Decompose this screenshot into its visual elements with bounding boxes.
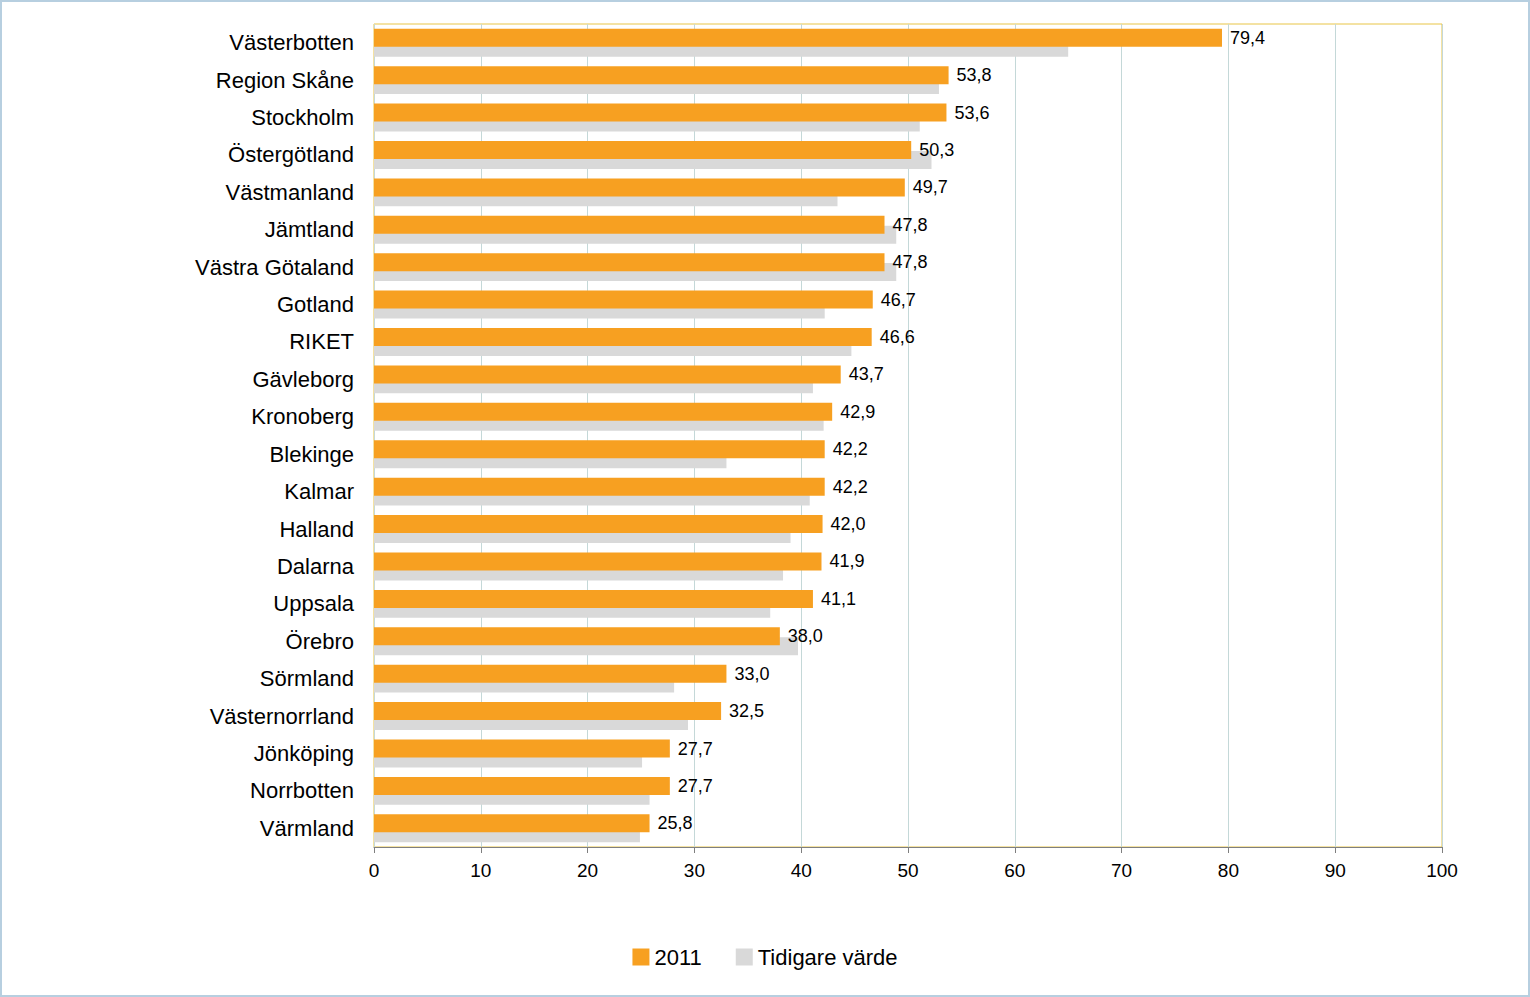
svg-text:Värmland: Värmland <box>260 816 354 841</box>
svg-text:50: 50 <box>897 860 918 881</box>
svg-text:Jönköping: Jönköping <box>254 741 354 766</box>
svg-text:25,8: 25,8 <box>658 813 693 833</box>
svg-text:2011: 2011 <box>654 945 701 970</box>
svg-text:32,5: 32,5 <box>729 701 764 721</box>
svg-text:20: 20 <box>577 860 598 881</box>
svg-text:53,6: 53,6 <box>954 103 989 123</box>
svg-text:Västra Götaland: Västra Götaland <box>195 255 354 280</box>
svg-text:53,8: 53,8 <box>957 65 992 85</box>
svg-text:Blekinge: Blekinge <box>270 442 354 467</box>
svg-text:Jämtland: Jämtland <box>265 217 354 242</box>
svg-text:50,3: 50,3 <box>919 140 954 160</box>
svg-text:Halland: Halland <box>279 517 354 542</box>
svg-text:47,8: 47,8 <box>893 215 928 235</box>
svg-text:33,0: 33,0 <box>734 664 769 684</box>
svg-text:Stockholm: Stockholm <box>251 105 354 130</box>
svg-text:49,7: 49,7 <box>913 177 948 197</box>
svg-text:41,9: 41,9 <box>829 551 864 571</box>
svg-text:Dalarna: Dalarna <box>277 554 355 579</box>
svg-text:42,0: 42,0 <box>831 514 866 534</box>
svg-text:Gotland: Gotland <box>277 292 354 317</box>
svg-text:Västmanland: Västmanland <box>226 180 354 205</box>
svg-text:Kalmar: Kalmar <box>284 479 354 504</box>
svg-text:Uppsala: Uppsala <box>273 591 354 616</box>
svg-text:30: 30 <box>684 860 705 881</box>
svg-text:Västernorrland: Västernorrland <box>210 704 354 729</box>
svg-text:27,7: 27,7 <box>678 776 713 796</box>
svg-text:Västerbotten: Västerbotten <box>229 30 354 55</box>
svg-text:60: 60 <box>1004 860 1025 881</box>
svg-text:Norrbotten: Norrbotten <box>250 778 354 803</box>
svg-text:43,7: 43,7 <box>849 364 884 384</box>
svg-text:42,2: 42,2 <box>833 439 868 459</box>
svg-text:Sörmland: Sörmland <box>260 666 354 691</box>
svg-text:27,7: 27,7 <box>678 739 713 759</box>
svg-text:Örebro: Örebro <box>286 629 354 654</box>
svg-text:Region Skåne: Region Skåne <box>216 68 354 93</box>
svg-text:Gävleborg: Gävleborg <box>252 367 354 392</box>
svg-text:90: 90 <box>1325 860 1346 881</box>
svg-text:47,8: 47,8 <box>893 252 928 272</box>
svg-text:46,6: 46,6 <box>880 327 915 347</box>
svg-text:38,0: 38,0 <box>788 626 823 646</box>
svg-text:46,7: 46,7 <box>881 290 916 310</box>
svg-text:Tidigare värde: Tidigare värde <box>758 945 898 970</box>
svg-text:41,1: 41,1 <box>821 589 856 609</box>
svg-text:42,9: 42,9 <box>840 402 875 422</box>
svg-text:42,2: 42,2 <box>833 477 868 497</box>
svg-text:10: 10 <box>470 860 491 881</box>
svg-text:80: 80 <box>1218 860 1239 881</box>
svg-text:79,4: 79,4 <box>1230 28 1265 48</box>
svg-text:RIKET: RIKET <box>289 329 354 354</box>
svg-text:70: 70 <box>1111 860 1132 881</box>
svg-text:40: 40 <box>791 860 812 881</box>
svg-text:100: 100 <box>1426 860 1458 881</box>
svg-text:0: 0 <box>369 860 380 881</box>
svg-text:Östergötland: Östergötland <box>228 142 354 167</box>
svg-text:Kronoberg: Kronoberg <box>251 404 354 429</box>
